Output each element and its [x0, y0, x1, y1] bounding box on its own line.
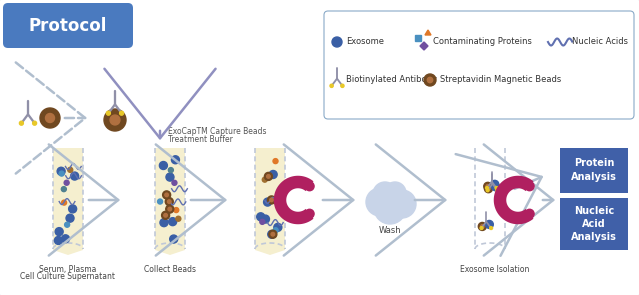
- Circle shape: [525, 209, 534, 218]
- Circle shape: [525, 182, 534, 191]
- Circle shape: [489, 227, 493, 230]
- Circle shape: [261, 215, 270, 223]
- Circle shape: [260, 219, 265, 224]
- Circle shape: [491, 180, 499, 188]
- Circle shape: [171, 156, 180, 164]
- Circle shape: [71, 172, 79, 180]
- PathPatch shape: [255, 148, 285, 255]
- Circle shape: [268, 196, 275, 204]
- Circle shape: [486, 185, 489, 188]
- FancyBboxPatch shape: [560, 198, 628, 250]
- Circle shape: [54, 236, 63, 245]
- Circle shape: [481, 224, 484, 228]
- Circle shape: [40, 108, 60, 128]
- Circle shape: [164, 214, 167, 217]
- Circle shape: [33, 121, 36, 125]
- Circle shape: [68, 205, 77, 213]
- Circle shape: [19, 121, 24, 125]
- Circle shape: [174, 208, 179, 213]
- Circle shape: [487, 187, 490, 191]
- Circle shape: [158, 199, 162, 204]
- Circle shape: [427, 77, 433, 83]
- Circle shape: [166, 173, 174, 181]
- Circle shape: [388, 190, 416, 218]
- Circle shape: [168, 168, 173, 173]
- Circle shape: [268, 230, 276, 238]
- Circle shape: [373, 182, 397, 206]
- Circle shape: [424, 74, 436, 86]
- Text: Serum, Plasma: Serum, Plasma: [40, 265, 96, 274]
- Circle shape: [162, 211, 169, 219]
- Circle shape: [262, 177, 267, 182]
- Circle shape: [68, 167, 73, 172]
- Circle shape: [266, 175, 270, 178]
- Circle shape: [169, 218, 176, 226]
- FancyBboxPatch shape: [324, 11, 634, 119]
- Circle shape: [166, 205, 174, 213]
- FancyBboxPatch shape: [560, 148, 628, 193]
- Text: Exosome: Exosome: [346, 37, 384, 47]
- Circle shape: [167, 200, 171, 204]
- Circle shape: [61, 187, 66, 192]
- Circle shape: [59, 171, 64, 176]
- Circle shape: [486, 186, 488, 189]
- Text: Wash: Wash: [379, 226, 401, 235]
- Text: Streptavidin Magnetic Beads: Streptavidin Magnetic Beads: [440, 76, 561, 84]
- Circle shape: [273, 159, 278, 164]
- Circle shape: [274, 223, 282, 231]
- Circle shape: [484, 185, 493, 193]
- Text: Nucleic Acids: Nucleic Acids: [572, 37, 628, 47]
- Circle shape: [257, 213, 265, 221]
- Text: Exosome Isolation: Exosome Isolation: [460, 265, 530, 274]
- PathPatch shape: [475, 148, 505, 255]
- Circle shape: [305, 182, 314, 191]
- Circle shape: [176, 216, 181, 221]
- Circle shape: [269, 230, 277, 238]
- Circle shape: [271, 232, 275, 236]
- Circle shape: [384, 182, 406, 204]
- Text: Treatment Buffer: Treatment Buffer: [168, 135, 233, 143]
- Circle shape: [366, 188, 394, 216]
- Text: ExoCapTM Capture Beads: ExoCapTM Capture Beads: [168, 127, 266, 137]
- Circle shape: [104, 109, 126, 131]
- Circle shape: [110, 115, 120, 125]
- Circle shape: [330, 84, 333, 87]
- Text: Collect Beads: Collect Beads: [144, 265, 196, 274]
- Circle shape: [305, 209, 314, 218]
- Circle shape: [65, 222, 70, 227]
- Circle shape: [332, 37, 342, 47]
- Bar: [415, 35, 421, 41]
- Circle shape: [61, 235, 70, 243]
- Circle shape: [269, 171, 277, 178]
- Circle shape: [64, 180, 69, 185]
- Circle shape: [491, 183, 500, 191]
- Circle shape: [484, 182, 492, 190]
- Circle shape: [270, 198, 273, 202]
- Circle shape: [57, 167, 65, 175]
- Circle shape: [165, 193, 169, 197]
- Circle shape: [61, 200, 66, 205]
- Circle shape: [265, 172, 272, 181]
- Circle shape: [495, 186, 498, 189]
- FancyBboxPatch shape: [3, 3, 133, 48]
- Polygon shape: [425, 30, 431, 35]
- Circle shape: [163, 191, 171, 199]
- Text: Protein
Analysis: Protein Analysis: [571, 158, 617, 182]
- Circle shape: [479, 222, 486, 230]
- Circle shape: [119, 111, 123, 115]
- Circle shape: [107, 111, 111, 115]
- Circle shape: [263, 198, 272, 206]
- Circle shape: [66, 214, 74, 222]
- Circle shape: [166, 198, 173, 206]
- Circle shape: [170, 235, 178, 243]
- Text: Contaminating Proteins: Contaminating Proteins: [433, 37, 532, 47]
- Text: Protocol: Protocol: [29, 17, 107, 35]
- PathPatch shape: [53, 148, 83, 255]
- Circle shape: [485, 220, 493, 228]
- Circle shape: [273, 228, 278, 233]
- PathPatch shape: [155, 148, 185, 255]
- Circle shape: [496, 189, 498, 192]
- Circle shape: [341, 84, 344, 87]
- Circle shape: [486, 189, 489, 192]
